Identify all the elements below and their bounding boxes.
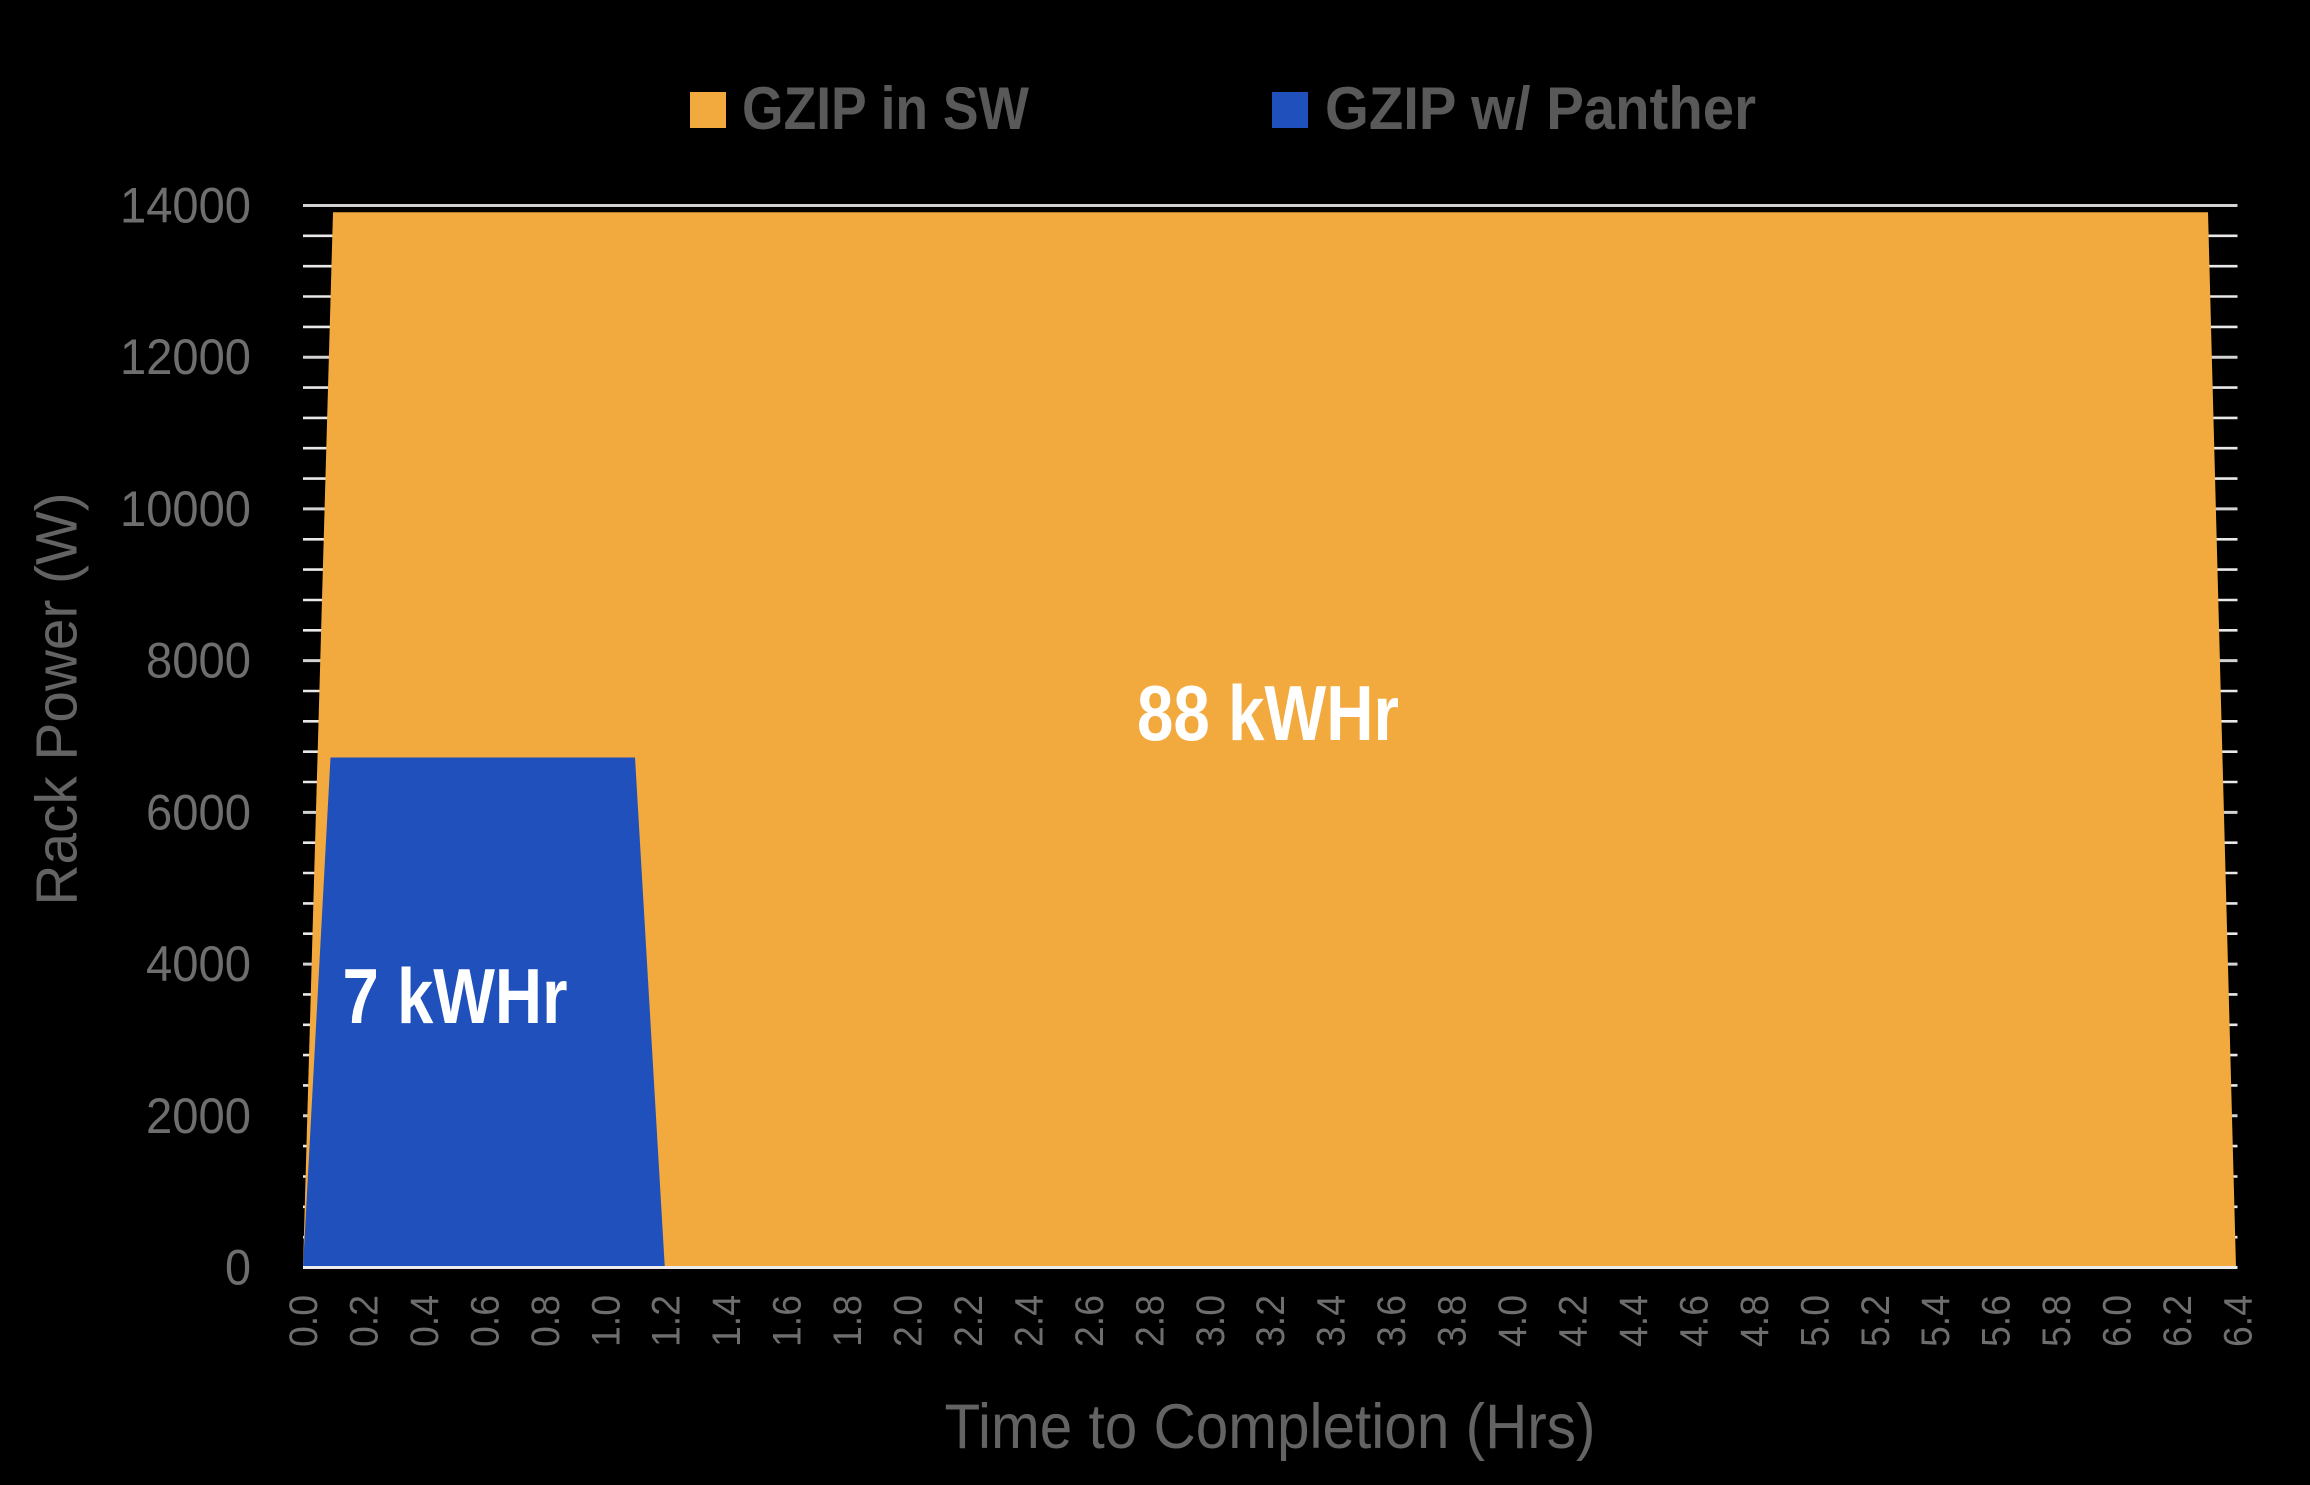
svg-text:5.8: 5.8 xyxy=(2035,1295,2079,1347)
svg-text:0: 0 xyxy=(225,1240,251,1296)
svg-text:88 kWHr: 88 kWHr xyxy=(1137,669,1399,757)
svg-text:2.4: 2.4 xyxy=(1007,1295,1051,1347)
svg-text:2.2: 2.2 xyxy=(947,1295,991,1347)
svg-text:7 kWHr: 7 kWHr xyxy=(343,952,568,1040)
svg-text:1.2: 1.2 xyxy=(645,1295,689,1347)
svg-text:4000: 4000 xyxy=(146,936,251,992)
svg-text:3.4: 3.4 xyxy=(1310,1295,1354,1347)
svg-text:5.2: 5.2 xyxy=(1854,1295,1898,1347)
svg-text:4.8: 4.8 xyxy=(1733,1295,1777,1347)
svg-text:4.4: 4.4 xyxy=(1612,1295,1656,1347)
svg-text:0.8: 0.8 xyxy=(524,1295,568,1347)
svg-text:2.0: 2.0 xyxy=(887,1295,931,1347)
svg-text:0.6: 0.6 xyxy=(463,1295,507,1347)
svg-text:6.0: 6.0 xyxy=(2096,1295,2140,1347)
svg-text:10000: 10000 xyxy=(120,481,251,537)
svg-text:3.0: 3.0 xyxy=(1189,1295,1233,1347)
svg-text:Time to Completion (Hrs): Time to Completion (Hrs) xyxy=(945,1392,1596,1462)
svg-text:14000: 14000 xyxy=(120,178,251,234)
svg-text:4.0: 4.0 xyxy=(1491,1295,1535,1347)
svg-text:0.4: 0.4 xyxy=(403,1295,447,1347)
svg-text:5.4: 5.4 xyxy=(1914,1295,1958,1347)
svg-text:2000: 2000 xyxy=(146,1088,251,1144)
svg-text:5.0: 5.0 xyxy=(1793,1295,1837,1347)
svg-text:0.2: 0.2 xyxy=(343,1295,387,1347)
svg-text:8000: 8000 xyxy=(146,633,251,689)
svg-text:1.4: 1.4 xyxy=(705,1295,749,1347)
svg-text:1.0: 1.0 xyxy=(584,1295,628,1347)
svg-text:1.6: 1.6 xyxy=(766,1295,810,1347)
svg-text:GZIP in SW: GZIP in SW xyxy=(742,75,1029,142)
svg-text:4.6: 4.6 xyxy=(1672,1295,1716,1347)
svg-text:GZIP w/ Panther: GZIP w/ Panther xyxy=(1325,75,1756,142)
svg-text:Rack Power (W): Rack Power (W) xyxy=(25,493,90,906)
svg-text:6.2: 6.2 xyxy=(2156,1295,2200,1347)
svg-text:12000: 12000 xyxy=(120,329,251,385)
svg-text:3.8: 3.8 xyxy=(1431,1295,1475,1347)
svg-text:3.6: 3.6 xyxy=(1370,1295,1414,1347)
svg-text:4.2: 4.2 xyxy=(1552,1295,1596,1347)
svg-text:2.6: 2.6 xyxy=(1068,1295,1112,1347)
svg-text:3.2: 3.2 xyxy=(1249,1295,1293,1347)
svg-text:6000: 6000 xyxy=(146,784,251,840)
svg-text:1.8: 1.8 xyxy=(826,1295,870,1347)
svg-text:6.4: 6.4 xyxy=(2217,1295,2261,1347)
svg-text:5.6: 5.6 xyxy=(1975,1295,2019,1347)
svg-text:2.8: 2.8 xyxy=(1128,1295,1172,1347)
svg-text:0.0: 0.0 xyxy=(282,1295,326,1347)
